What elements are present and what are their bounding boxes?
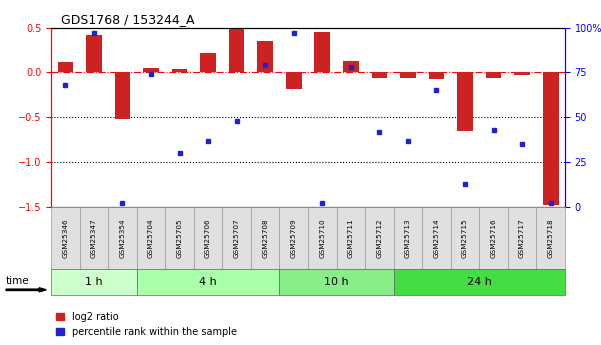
Bar (79, 207, 108, 269)
Text: GSM25711: GSM25711 (348, 218, 354, 258)
Text: GSM25704: GSM25704 (148, 218, 154, 258)
Text: GSM25713: GSM25713 (405, 218, 411, 258)
Text: GSM25705: GSM25705 (177, 218, 183, 258)
Bar (51, 269, 136, 295)
Bar (108, 207, 136, 269)
Bar (200, 53, 216, 72)
Bar (308, 207, 337, 269)
Bar (394, 207, 422, 269)
Bar (486, 72, 501, 78)
Text: GSM25346: GSM25346 (63, 218, 69, 258)
Text: GSM25716: GSM25716 (490, 218, 496, 258)
Bar (343, 61, 359, 72)
Bar (429, 72, 444, 79)
Bar (314, 32, 330, 72)
Bar (58, 62, 73, 72)
Bar (514, 72, 530, 75)
Text: GSM25717: GSM25717 (519, 218, 525, 258)
Bar (172, 69, 188, 72)
Bar (136, 207, 165, 269)
Bar (400, 72, 416, 78)
Text: GSM25712: GSM25712 (376, 218, 382, 258)
Text: GSM25709: GSM25709 (291, 218, 297, 258)
Bar (508, 207, 536, 269)
Bar (165, 207, 194, 269)
Text: GSM25706: GSM25706 (205, 218, 211, 258)
Text: GDS1768 / 153244_A: GDS1768 / 153244_A (61, 13, 195, 27)
Bar (194, 207, 222, 269)
Text: GSM25710: GSM25710 (319, 218, 325, 258)
Bar (543, 72, 558, 205)
Bar (394, 269, 565, 295)
Bar (86, 35, 102, 72)
Bar (257, 41, 273, 72)
Bar (422, 207, 451, 269)
Text: 4 h: 4 h (199, 277, 217, 287)
Bar (286, 72, 302, 89)
Text: GSM25718: GSM25718 (548, 218, 554, 258)
Text: 24 h: 24 h (467, 277, 492, 287)
Bar (51, 207, 79, 269)
Bar (371, 72, 387, 78)
Text: GSM25354: GSM25354 (120, 218, 126, 258)
Bar (279, 269, 394, 295)
Text: GSM25707: GSM25707 (234, 218, 240, 258)
Bar (457, 72, 473, 131)
Text: GSM25708: GSM25708 (262, 218, 268, 258)
Bar (115, 72, 130, 119)
Bar (365, 207, 394, 269)
Text: 10 h: 10 h (325, 277, 349, 287)
Text: GSM25347: GSM25347 (91, 218, 97, 258)
Bar (136, 269, 279, 295)
Bar (222, 207, 251, 269)
Bar (536, 207, 565, 269)
Text: GSM25714: GSM25714 (433, 218, 439, 258)
Bar (279, 207, 308, 269)
Bar (479, 207, 508, 269)
Bar (143, 68, 159, 72)
Bar (229, 29, 245, 72)
Text: time: time (6, 276, 29, 286)
Legend: log2 ratio, percentile rank within the sample: log2 ratio, percentile rank within the s… (56, 312, 237, 337)
Bar (451, 207, 479, 269)
Text: 1 h: 1 h (85, 277, 103, 287)
Bar (251, 207, 279, 269)
Text: GSM25715: GSM25715 (462, 218, 468, 258)
Bar (337, 207, 365, 269)
